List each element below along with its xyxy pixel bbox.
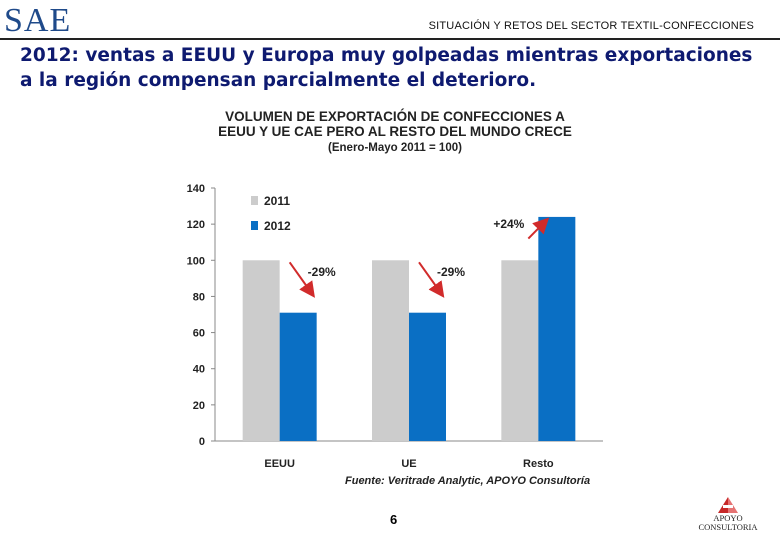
bar-2012-eeuu (279, 312, 317, 441)
x-tick-label: Resto (523, 458, 554, 470)
bar-2011-eeuu (242, 260, 280, 441)
annotation-arrow (527, 217, 550, 240)
annotation-label: +24% (493, 217, 524, 231)
y-tick-label: 140 (187, 183, 205, 195)
chart-title-line: (Enero-Mayo 2011 = 100) (328, 142, 462, 154)
export-volume-chart: VOLUMEN DE EXPORTACIÓN DE CONFECCIONES A… (187, 109, 603, 487)
y-tick-label: 0 (199, 436, 205, 448)
brand-logo: SAE (4, 2, 72, 39)
header-divider (0, 38, 780, 40)
section-title: SITUACIÓN Y RETOS DEL SECTOR TEXTIL-CONF… (428, 20, 754, 32)
legend-swatch-2011 (251, 196, 258, 205)
y-tick-label: 40 (193, 364, 205, 376)
x-tick-label: EEUU (264, 458, 295, 470)
logo-text-line2: CONSULTORIA (698, 522, 758, 532)
y-tick-label: 60 (193, 328, 205, 340)
annotation-arrow (288, 261, 315, 298)
chart-source: Fuente: Veritrade Analytic, APOYO Consul… (345, 475, 590, 487)
chart-panel: VOLUMEN DE EXPORTACIÓN DE CONFECCIONES A… (175, 103, 615, 493)
y-tick-label: 20 (193, 400, 205, 412)
annotation-label: -29% (437, 265, 465, 279)
logo-text-line1: APOYO (713, 513, 743, 523)
apoyo-mark-icon (718, 497, 738, 513)
page-number: 6 (390, 512, 398, 527)
legend-label-2011: 2011 (264, 194, 290, 208)
annotation-arrow (418, 261, 445, 298)
legend-label-2012: 2012 (264, 219, 291, 233)
apoyo-logo: APOYO CONSULTORIA (696, 495, 760, 535)
y-tick-label: 100 (187, 255, 205, 267)
legend-swatch-2012 (251, 221, 258, 230)
bar-2012-resto (538, 216, 576, 441)
bar-2011-ue (372, 260, 409, 441)
chart-title-line: VOLUMEN DE EXPORTACIÓN DE CONFECCIONES A (225, 109, 565, 124)
bar-2012-ue (409, 312, 446, 441)
annotation-label: -29% (308, 265, 336, 279)
chart-title-line: EEUU Y UE CAE PERO AL RESTO DEL MUNDO CR… (218, 124, 572, 139)
bar-2011-resto (501, 260, 539, 441)
y-tick-label: 80 (193, 291, 205, 303)
slide-headline: 2012: ventas a EEUU y Europa muy golpead… (20, 45, 753, 91)
x-tick-label: UE (401, 458, 416, 470)
y-tick-label: 120 (187, 219, 205, 231)
